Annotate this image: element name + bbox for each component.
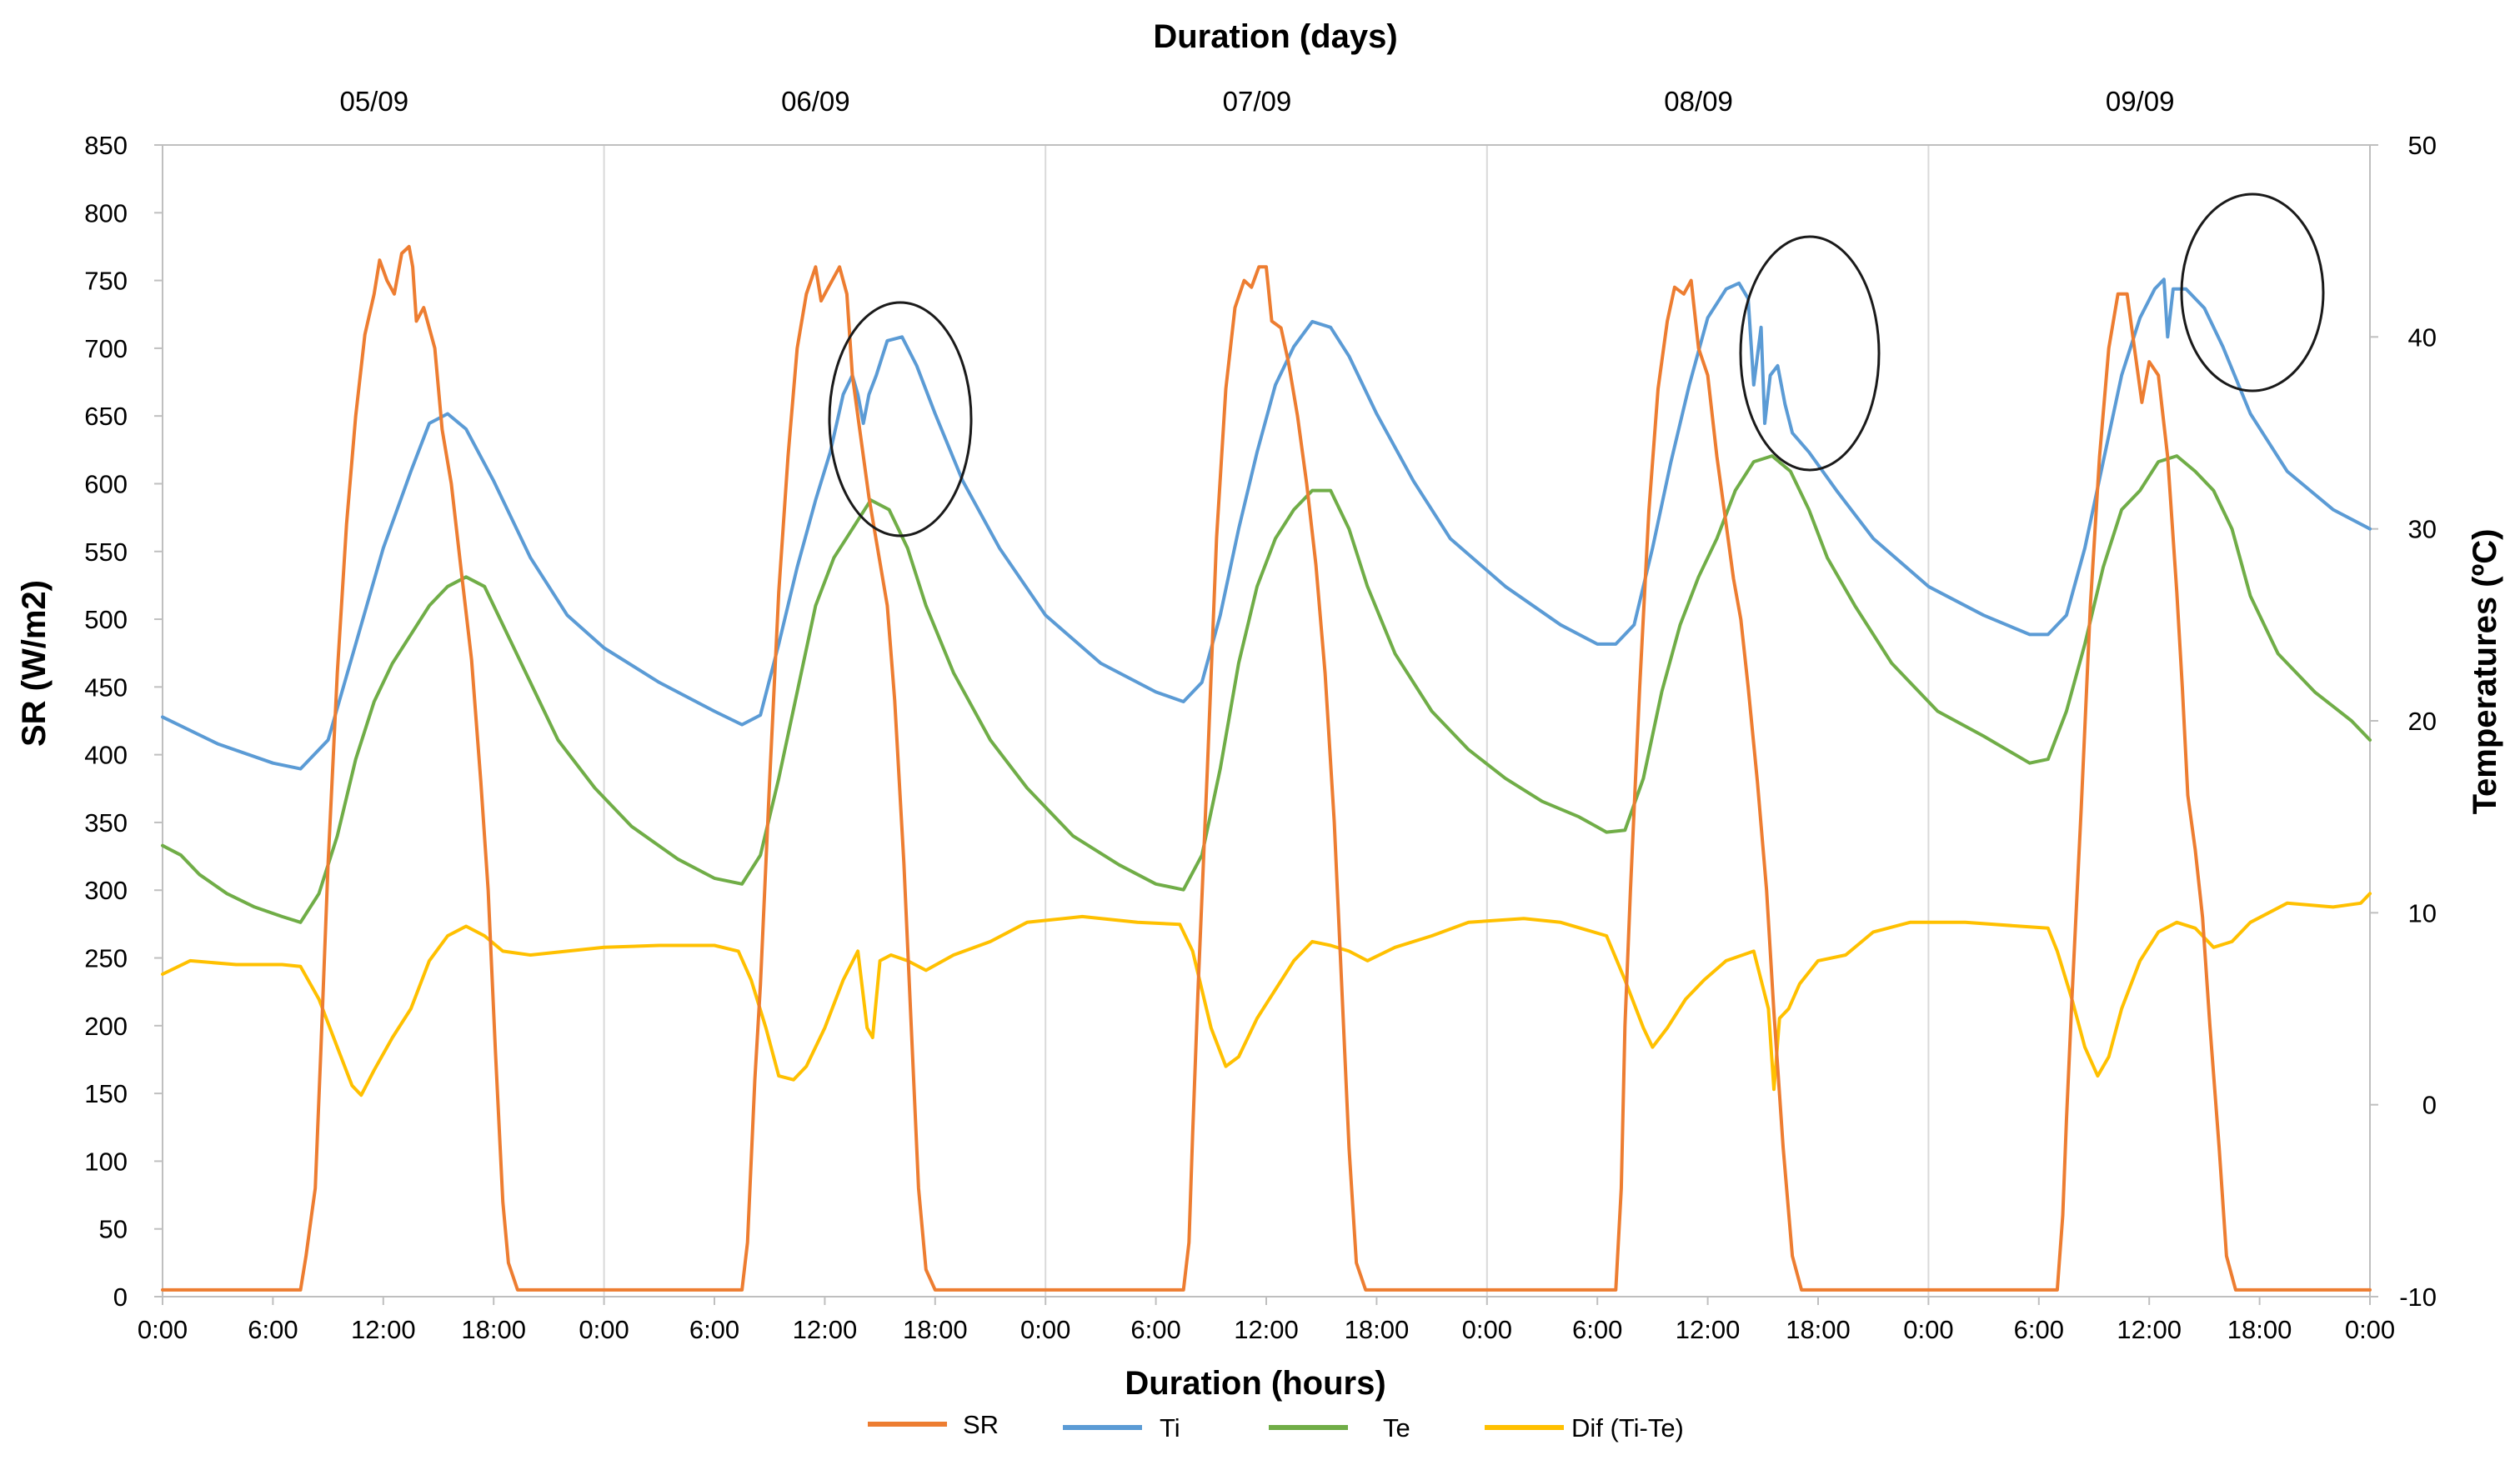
x-tick-label: 0:00 xyxy=(1903,1315,1953,1344)
left-tick-label: 300 xyxy=(84,876,128,905)
x-tick-label: 6:00 xyxy=(1572,1315,1622,1344)
axes xyxy=(154,144,2378,1305)
x-tick-label: 12:00 xyxy=(2117,1315,2182,1344)
x-tick-label: 18:00 xyxy=(1345,1315,1410,1344)
left-tick-label: 100 xyxy=(84,1147,128,1176)
x-tick-label: 18:00 xyxy=(2227,1315,2292,1344)
highlight-circle-day4 xyxy=(1739,235,1881,472)
x-tick-label: 0:00 xyxy=(1462,1315,1512,1344)
grid-lines xyxy=(603,145,1930,1297)
series-line-sr xyxy=(161,244,2372,1292)
day-label: 06/09 xyxy=(781,86,850,117)
legend-item-ti: Ti xyxy=(1063,1413,1180,1442)
x-tick-label: 6:00 xyxy=(248,1315,298,1344)
legend-label-te: Te xyxy=(1383,1413,1410,1442)
left-tick-label: 550 xyxy=(84,538,128,567)
highlight-circle-day2 xyxy=(828,301,973,538)
legend-item-sr: SR xyxy=(868,1410,999,1439)
left-tick-label: 600 xyxy=(84,469,128,498)
right-tick-label: 40 xyxy=(2408,322,2437,352)
legend-item-dif: Dif (Ti-Te) xyxy=(1485,1413,1684,1442)
legend-item-te: Te xyxy=(1269,1413,1410,1442)
right-tick-label: 50 xyxy=(2408,131,2437,160)
left-tick-label: 350 xyxy=(84,808,128,838)
day-label: 05/09 xyxy=(339,86,408,117)
legend-label-ti: Ti xyxy=(1160,1413,1180,1442)
legend-label-sr: SR xyxy=(963,1410,999,1439)
right-axis-title: Temperatures (ºC) xyxy=(2467,529,2503,815)
x-tick-label: 6:00 xyxy=(689,1315,739,1344)
highlight-circles xyxy=(828,192,2325,538)
right-tick-label: 10 xyxy=(2408,898,2437,928)
left-tick-label: 0 xyxy=(113,1282,128,1312)
data-series xyxy=(161,244,2372,1292)
x-tick-label: 0:00 xyxy=(579,1315,629,1344)
left-tick-label: 250 xyxy=(84,944,128,973)
left-tick-label: 700 xyxy=(84,334,128,363)
x-tick-label: 0:00 xyxy=(2345,1315,2395,1344)
legend-label-dif: Dif (Ti-Te) xyxy=(1571,1413,1684,1442)
day-label: 07/09 xyxy=(1223,86,1292,117)
left-tick-label: 200 xyxy=(84,1012,128,1041)
series-line-dif-ti-te xyxy=(161,892,2372,1098)
left-tick-label: 800 xyxy=(84,198,128,228)
top-axis-title: Duration (days) xyxy=(1153,18,1397,55)
left-tick-label: 650 xyxy=(84,402,128,431)
left-tick-label: 400 xyxy=(84,741,128,770)
series-line-te xyxy=(161,454,2372,924)
x-tick-label: 6:00 xyxy=(2014,1315,2064,1344)
left-axis-title: SR (W/m2) xyxy=(16,580,53,747)
highlight-circle-day5 xyxy=(2180,192,2325,392)
x-tick-label: 12:00 xyxy=(793,1315,858,1344)
left-tick-label: 50 xyxy=(99,1215,128,1244)
right-tick-label: -10 xyxy=(2399,1282,2437,1312)
tick-labels: 0501001502002503003504004505005506006507… xyxy=(84,86,2437,1344)
x-tick-label: 0:00 xyxy=(138,1315,188,1344)
x-tick-label: 6:00 xyxy=(1130,1315,1180,1344)
left-tick-label: 450 xyxy=(84,672,128,702)
right-tick-label: 30 xyxy=(2408,515,2437,544)
x-tick-label: 12:00 xyxy=(351,1315,416,1344)
x-tick-label: 0:00 xyxy=(1020,1315,1070,1344)
x-tick-label: 18:00 xyxy=(461,1315,526,1344)
right-tick-label: 20 xyxy=(2408,707,2437,736)
x-tick-label: 12:00 xyxy=(1676,1315,1741,1344)
left-tick-label: 150 xyxy=(84,1079,128,1108)
bottom-axis-title: Duration (hours) xyxy=(1125,1365,1385,1402)
x-tick-label: 12:00 xyxy=(1234,1315,1299,1344)
left-tick-label: 750 xyxy=(84,267,128,296)
left-tick-label: 850 xyxy=(84,131,128,160)
legend: SR Ti Te Dif (Ti-Te) xyxy=(868,1410,1684,1442)
x-tick-label: 18:00 xyxy=(1786,1315,1851,1344)
day-label: 08/09 xyxy=(1664,86,1733,117)
left-tick-label: 500 xyxy=(84,605,128,634)
right-tick-label: 0 xyxy=(2422,1091,2437,1120)
series-line-ti xyxy=(161,278,2372,771)
day-label: 09/09 xyxy=(2106,86,2175,117)
x-tick-label: 18:00 xyxy=(903,1315,968,1344)
